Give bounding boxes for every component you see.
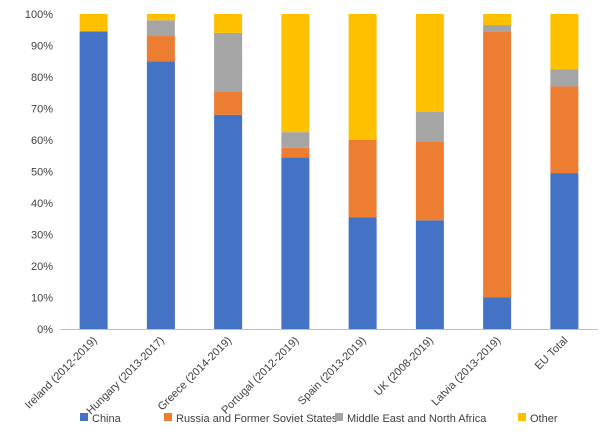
bar-segment-0-3 xyxy=(79,14,108,32)
bar-segment-1-2 xyxy=(146,20,175,37)
bar-segment-6-0 xyxy=(483,297,512,329)
x-tick-label: EU Total xyxy=(533,335,571,373)
legend-swatch xyxy=(335,413,343,421)
legend-label: Russia and Former Soviet States xyxy=(176,413,338,425)
bar-segment-3-3 xyxy=(281,14,310,133)
x-tick-label: Latvia (2013-2019) xyxy=(429,335,503,409)
x-tick-label: Spain (2013-2019) xyxy=(296,335,369,408)
legend-swatch xyxy=(518,413,526,421)
bar-segment-1-0 xyxy=(146,61,175,329)
y-tick-label: 70% xyxy=(31,104,53,116)
bar-segment-7-0 xyxy=(550,173,579,329)
y-tick-label: 0% xyxy=(37,324,53,336)
y-tick-label: 80% xyxy=(31,72,53,84)
bar-segment-2-1 xyxy=(214,91,243,115)
legend-label: China xyxy=(92,413,122,425)
y-axis-ticks: 0% 10% 20% 30% 40% 50% 60% 70% 80% 90% 100% xyxy=(25,9,53,336)
bar-segment-5-3 xyxy=(415,14,444,112)
bar-segment-6-2 xyxy=(483,25,512,32)
bar-segment-2-3 xyxy=(214,14,243,33)
bar-segment-2-2 xyxy=(214,32,243,92)
legend: China Russia and Former Soviet States Midd… xyxy=(80,413,558,425)
y-tick-label: 90% xyxy=(31,41,53,53)
bar-segment-6-3 xyxy=(483,14,512,26)
bars-layer xyxy=(79,14,579,329)
bar-segment-5-0 xyxy=(415,220,444,329)
y-tick-label: 10% xyxy=(31,293,53,305)
bar-segment-3-0 xyxy=(281,157,310,329)
bar-segment-3-2 xyxy=(281,132,310,148)
bar-segment-1-1 xyxy=(146,36,175,62)
y-tick-label: 20% xyxy=(31,261,53,273)
bar-segment-4-3 xyxy=(348,14,377,140)
bar-segment-4-0 xyxy=(348,217,377,329)
y-tick-label: 40% xyxy=(31,198,53,210)
bar-segment-6-1 xyxy=(483,31,512,298)
y-tick-label: 100% xyxy=(25,9,53,21)
x-tick-label: Portugal (2012-2019) xyxy=(219,335,301,417)
bar-segment-3-1 xyxy=(281,147,310,158)
legend-swatch xyxy=(164,413,172,421)
bar-segment-0-0 xyxy=(79,31,108,329)
x-tick-label: Ireland (2012-2019) xyxy=(23,335,100,412)
bar-segment-7-2 xyxy=(550,69,579,87)
bar-segment-4-1 xyxy=(348,140,377,218)
bar-segment-1-3 xyxy=(146,14,175,21)
x-tick-label: Greece (2014-2019) xyxy=(156,335,235,414)
y-tick-label: 50% xyxy=(31,167,53,179)
bar-segment-7-3 xyxy=(550,14,579,70)
bar-segment-5-2 xyxy=(415,111,444,142)
bar-segment-7-1 xyxy=(550,86,579,174)
legend-swatch xyxy=(80,413,88,421)
bar-segment-5-1 xyxy=(415,141,444,221)
legend-label: Middle East and North Africa xyxy=(347,413,487,425)
y-tick-label: 60% xyxy=(31,135,53,147)
legend-label: Other xyxy=(530,413,558,425)
x-tick-label: UK (2008-2019) xyxy=(372,335,436,399)
x-axis-ticks: Ireland (2012-2019)Hungary (2013-2017)Gr… xyxy=(23,335,571,417)
y-tick-label: 30% xyxy=(31,230,53,242)
bar-segment-2-0 xyxy=(214,114,243,329)
